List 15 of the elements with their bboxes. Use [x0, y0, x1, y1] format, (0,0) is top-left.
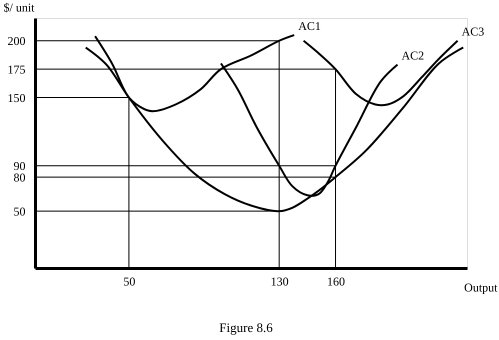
series-label: AC2	[402, 48, 424, 63]
y-tick-label: 80	[14, 170, 26, 185]
x-tick-label: 130	[270, 274, 289, 288]
y-tick-label: 175	[8, 62, 26, 77]
series-label: AC3	[462, 24, 484, 39]
caption: Figure 8.6	[219, 320, 274, 335]
y-axis-title: $/ unit	[4, 0, 36, 14]
y-tick-label: 50	[14, 204, 26, 219]
x-tick-label: 50	[123, 274, 136, 288]
y-tick-label: 200	[8, 34, 26, 48]
x-axis-title: Output	[464, 280, 498, 294]
y-tick-label: 150	[8, 91, 26, 106]
x-tick-label: 160	[327, 274, 346, 288]
y-tick-label: 90	[14, 159, 26, 174]
series-label: AC1	[298, 19, 321, 34]
